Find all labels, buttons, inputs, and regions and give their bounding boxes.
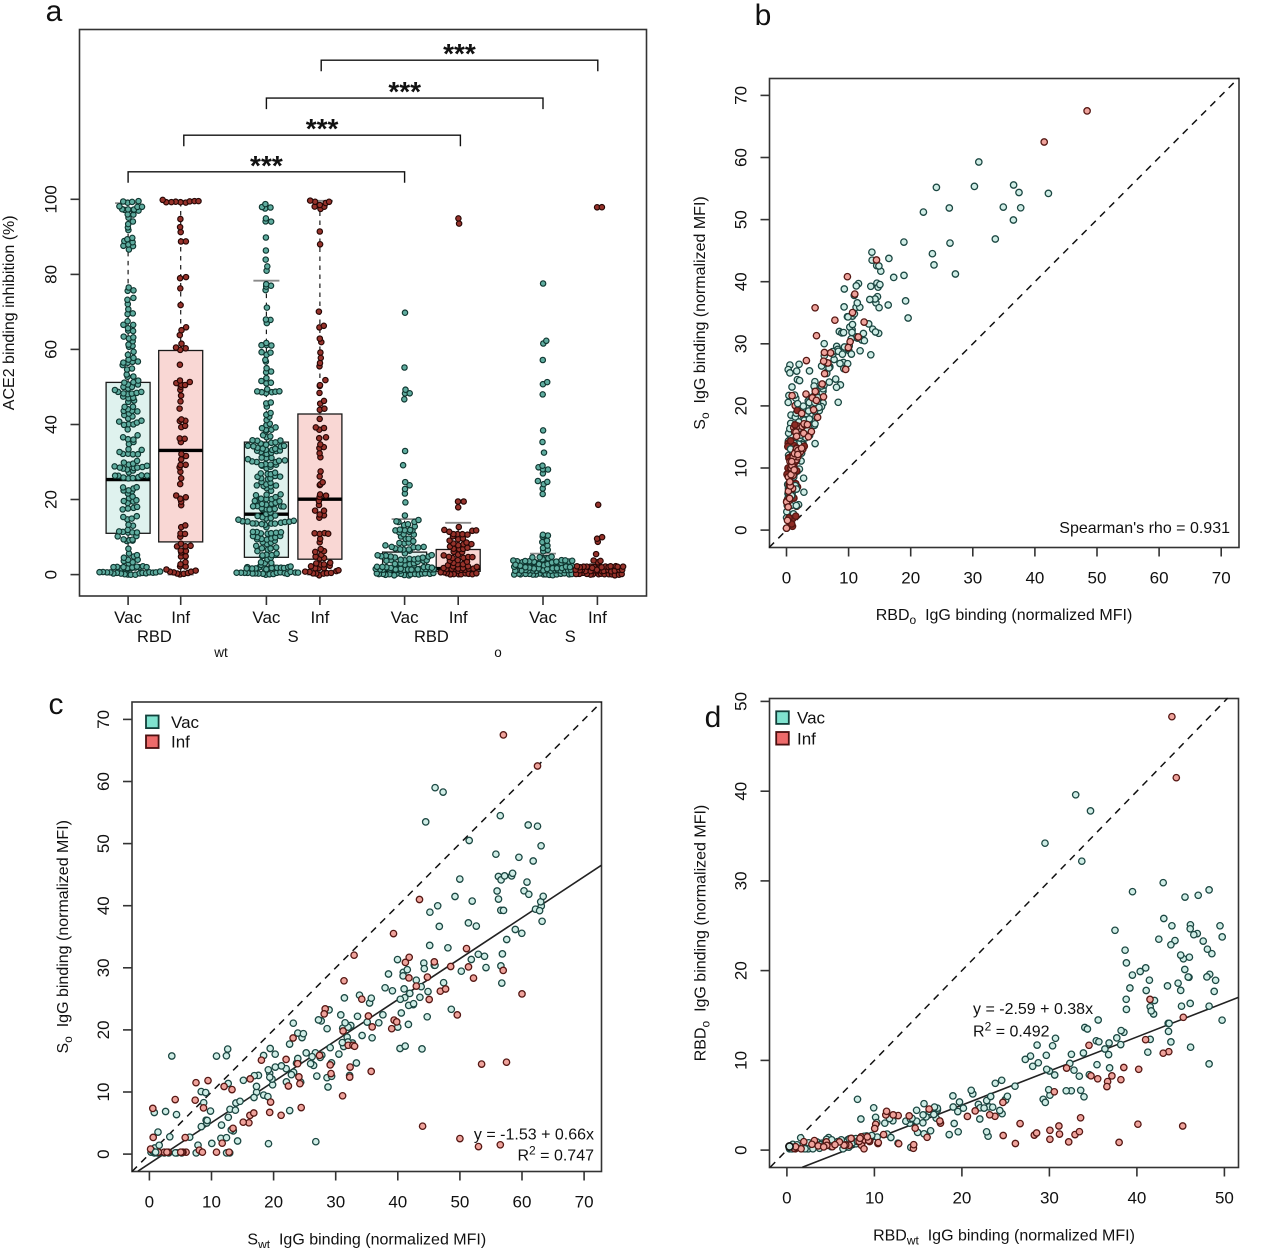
svg-text:50: 50 — [94, 834, 113, 853]
svg-text:b: b — [755, 0, 772, 32]
svg-text:So IgG binding (normalized MF: So IgG binding (normalized MFI) — [55, 820, 75, 1053]
svg-text:40: 40 — [1127, 1189, 1146, 1208]
svg-text:50: 50 — [732, 210, 751, 229]
svg-text:30: 30 — [94, 958, 113, 977]
svg-text:70: 70 — [94, 710, 113, 729]
svg-text:50: 50 — [1215, 1189, 1234, 1208]
svg-text:R2 = 0.747: R2 = 0.747 — [517, 1143, 594, 1164]
svg-text:30: 30 — [963, 569, 982, 588]
svg-text:20: 20 — [732, 961, 751, 980]
svg-text:RBD: RBD — [414, 628, 449, 646]
svg-text:20: 20 — [952, 1189, 971, 1208]
svg-text:80: 80 — [42, 265, 61, 284]
svg-text:Vac: Vac — [797, 709, 826, 728]
svg-text:o: o — [494, 645, 502, 660]
svg-text:30: 30 — [732, 334, 751, 353]
svg-text:Inf: Inf — [588, 608, 607, 627]
svg-text:10: 10 — [732, 459, 751, 478]
svg-text:0: 0 — [732, 525, 751, 534]
svg-text:10: 10 — [865, 1189, 884, 1208]
svg-text:60: 60 — [1150, 569, 1169, 588]
svg-text:Inf: Inf — [449, 608, 468, 627]
svg-text:So IgG binding (normalized MF: So IgG binding (normalized MFI) — [692, 196, 712, 429]
svg-text:60: 60 — [732, 148, 751, 167]
svg-text:d: d — [705, 701, 722, 734]
svg-text:10: 10 — [839, 569, 858, 588]
svg-text:40: 40 — [94, 896, 113, 915]
svg-text:0: 0 — [782, 569, 791, 588]
svg-text:a: a — [46, 0, 63, 28]
svg-text:50: 50 — [450, 1193, 469, 1212]
svg-text:70: 70 — [732, 86, 751, 105]
svg-text:y = -2.59 + 0.38x: y = -2.59 + 0.38x — [973, 1001, 1093, 1018]
svg-text:Inf: Inf — [171, 733, 190, 752]
svg-text:Inf: Inf — [797, 729, 816, 748]
svg-text:S: S — [288, 628, 299, 646]
svg-text:10: 10 — [94, 1083, 113, 1102]
svg-text:Swt IgG binding (normalized M: Swt IgG binding (normalized MFI) — [247, 1232, 486, 1248]
svg-text:S: S — [565, 628, 576, 646]
svg-text:Vac: Vac — [529, 608, 558, 627]
svg-text:30: 30 — [326, 1193, 345, 1212]
svg-text:30: 30 — [732, 871, 751, 890]
svg-text:50: 50 — [1088, 569, 1107, 588]
svg-text:Spearman's rho = 0.931: Spearman's rho = 0.931 — [1059, 520, 1230, 537]
svg-text:40: 40 — [732, 272, 751, 291]
svg-text:***: *** — [388, 76, 421, 107]
svg-text:20: 20 — [94, 1020, 113, 1039]
svg-text:60: 60 — [513, 1193, 532, 1212]
svg-text:50: 50 — [732, 692, 751, 711]
svg-text:Vac: Vac — [114, 608, 143, 627]
svg-text:0: 0 — [145, 1193, 154, 1212]
svg-text:60: 60 — [94, 772, 113, 791]
svg-text:Inf: Inf — [310, 608, 329, 627]
svg-text:70: 70 — [575, 1193, 594, 1212]
svg-text:RBDwt IgG binding (normalized: RBDwt IgG binding (normalized MFI) — [873, 1228, 1135, 1248]
svg-text:wt: wt — [213, 645, 228, 660]
svg-text:0: 0 — [732, 1145, 751, 1154]
svg-text:RBD: RBD — [137, 628, 172, 646]
svg-text:10: 10 — [732, 1051, 751, 1070]
svg-text:20: 20 — [264, 1193, 283, 1212]
svg-text:60: 60 — [42, 340, 61, 359]
svg-text:0: 0 — [94, 1149, 113, 1158]
svg-text:40: 40 — [732, 782, 751, 801]
svg-text:RBDo IgG binding (normalized: RBDo IgG binding (normalized MFI) — [693, 805, 713, 1062]
svg-text:R2 = 0.492: R2 = 0.492 — [973, 1019, 1050, 1040]
svg-text:Vac: Vac — [252, 608, 281, 627]
svg-text:40: 40 — [1025, 569, 1044, 588]
svg-text:70: 70 — [1212, 569, 1231, 588]
svg-text:Vac: Vac — [171, 713, 200, 732]
svg-text:20: 20 — [732, 396, 751, 415]
svg-text:y = -1.53 + 0.66x: y = -1.53 + 0.66x — [474, 1126, 594, 1143]
svg-text:20: 20 — [42, 490, 61, 509]
svg-text:***: *** — [306, 113, 339, 144]
svg-text:Vac: Vac — [391, 608, 420, 627]
svg-text:10: 10 — [202, 1193, 221, 1212]
svg-text:0: 0 — [782, 1189, 791, 1208]
svg-text:Inf: Inf — [171, 608, 190, 627]
svg-text:***: *** — [443, 38, 476, 69]
svg-text:40: 40 — [42, 415, 61, 434]
svg-text:***: *** — [250, 150, 283, 181]
svg-text:30: 30 — [1040, 1189, 1059, 1208]
svg-text:20: 20 — [901, 569, 920, 588]
svg-text:ACE2 binding inhibition (%): ACE2 binding inhibition (%) — [1, 215, 18, 410]
svg-text:40: 40 — [388, 1193, 407, 1212]
svg-text:0: 0 — [42, 570, 61, 579]
svg-text:RBDo IgG binding (normalized: RBDo IgG binding (normalized MFI) — [876, 607, 1133, 627]
svg-text:c: c — [49, 688, 64, 721]
svg-text:100: 100 — [42, 185, 61, 213]
